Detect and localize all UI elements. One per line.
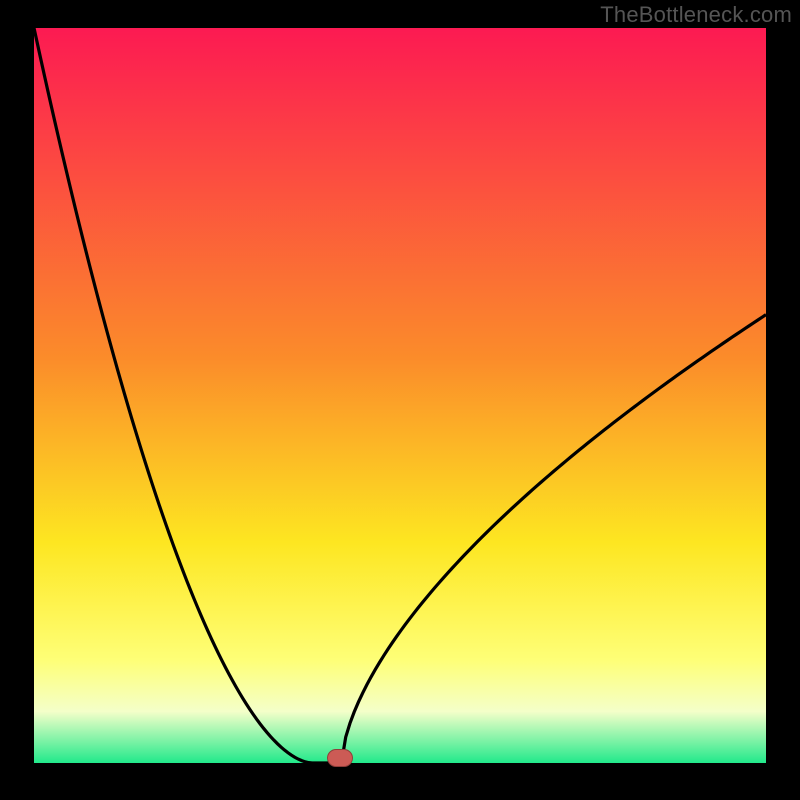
bottleneck-curve [34,28,766,763]
plot-area [34,28,766,763]
chart-container: TheBottleneck.com [0,0,800,800]
optimal-point-marker [327,749,353,767]
watermark-text: TheBottleneck.com [600,2,792,28]
